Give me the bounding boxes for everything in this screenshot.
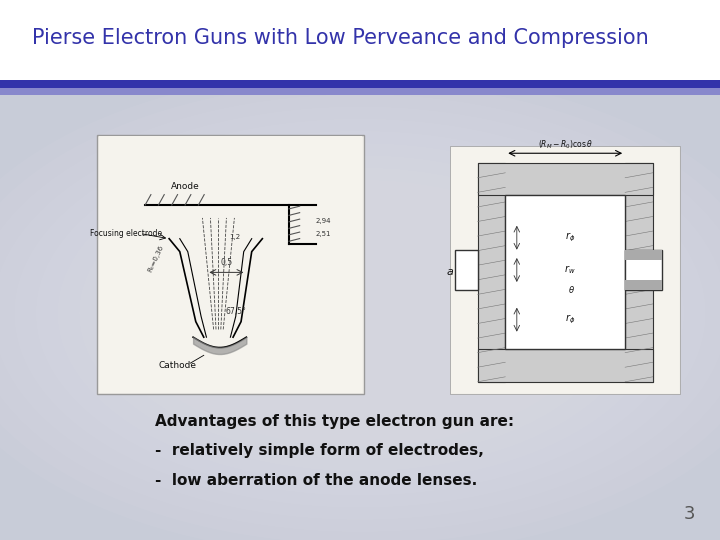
Text: $r_\phi$: $r_\phi$ [564, 231, 575, 245]
Text: R₀=0,36: R₀=0,36 [147, 245, 165, 273]
Text: $\theta$: $\theta$ [567, 285, 575, 295]
Bar [0, 84, 720, 540]
Bar [477, 163, 653, 195]
Bar [625, 250, 662, 260]
Bar [451, 147, 679, 393]
Bar [99, 136, 362, 393]
Text: 2,94: 2,94 [315, 218, 331, 224]
Text: 1,2: 1,2 [229, 234, 240, 240]
Text: 67,5°: 67,5° [225, 307, 246, 316]
Bar [625, 280, 662, 290]
Text: -  low aberration of the anode lenses.: - low aberration of the anode lenses. [155, 473, 477, 488]
Text: Focusing electrode: Focusing electrode [90, 229, 162, 238]
Text: Cathode: Cathode [158, 361, 196, 370]
Text: $r_w$: $r_w$ [564, 264, 575, 276]
Bar [625, 163, 653, 382]
Text: Advantages of this type electron gun are:: Advantages of this type electron gun are… [155, 414, 514, 429]
Bar [505, 195, 625, 349]
Bar [477, 163, 505, 382]
Bar [450, 146, 680, 394]
Text: 3: 3 [683, 505, 695, 523]
Bar [97, 135, 364, 394]
Bar [0, 0, 720, 84]
Bar [625, 250, 662, 290]
Text: Pierse Electron Guns with Low Perveance and Compression: Pierse Electron Guns with Low Perveance … [32, 28, 649, 48]
Text: 0,5: 0,5 [220, 258, 233, 267]
Text: -  relatively simple form of electrodes,: - relatively simple form of electrodes, [155, 443, 484, 458]
Bar [477, 349, 653, 382]
Bar [454, 250, 477, 290]
Text: a: a [446, 267, 454, 278]
Text: $r_\phi$: $r_\phi$ [564, 313, 575, 326]
Text: $(R_M-R_0)\cos\theta$: $(R_M-R_0)\cos\theta$ [538, 138, 593, 151]
Bar [0, 80, 720, 88]
Text: 2,51: 2,51 [315, 231, 331, 237]
Text: Anode: Anode [171, 183, 199, 191]
Bar [0, 88, 720, 95]
